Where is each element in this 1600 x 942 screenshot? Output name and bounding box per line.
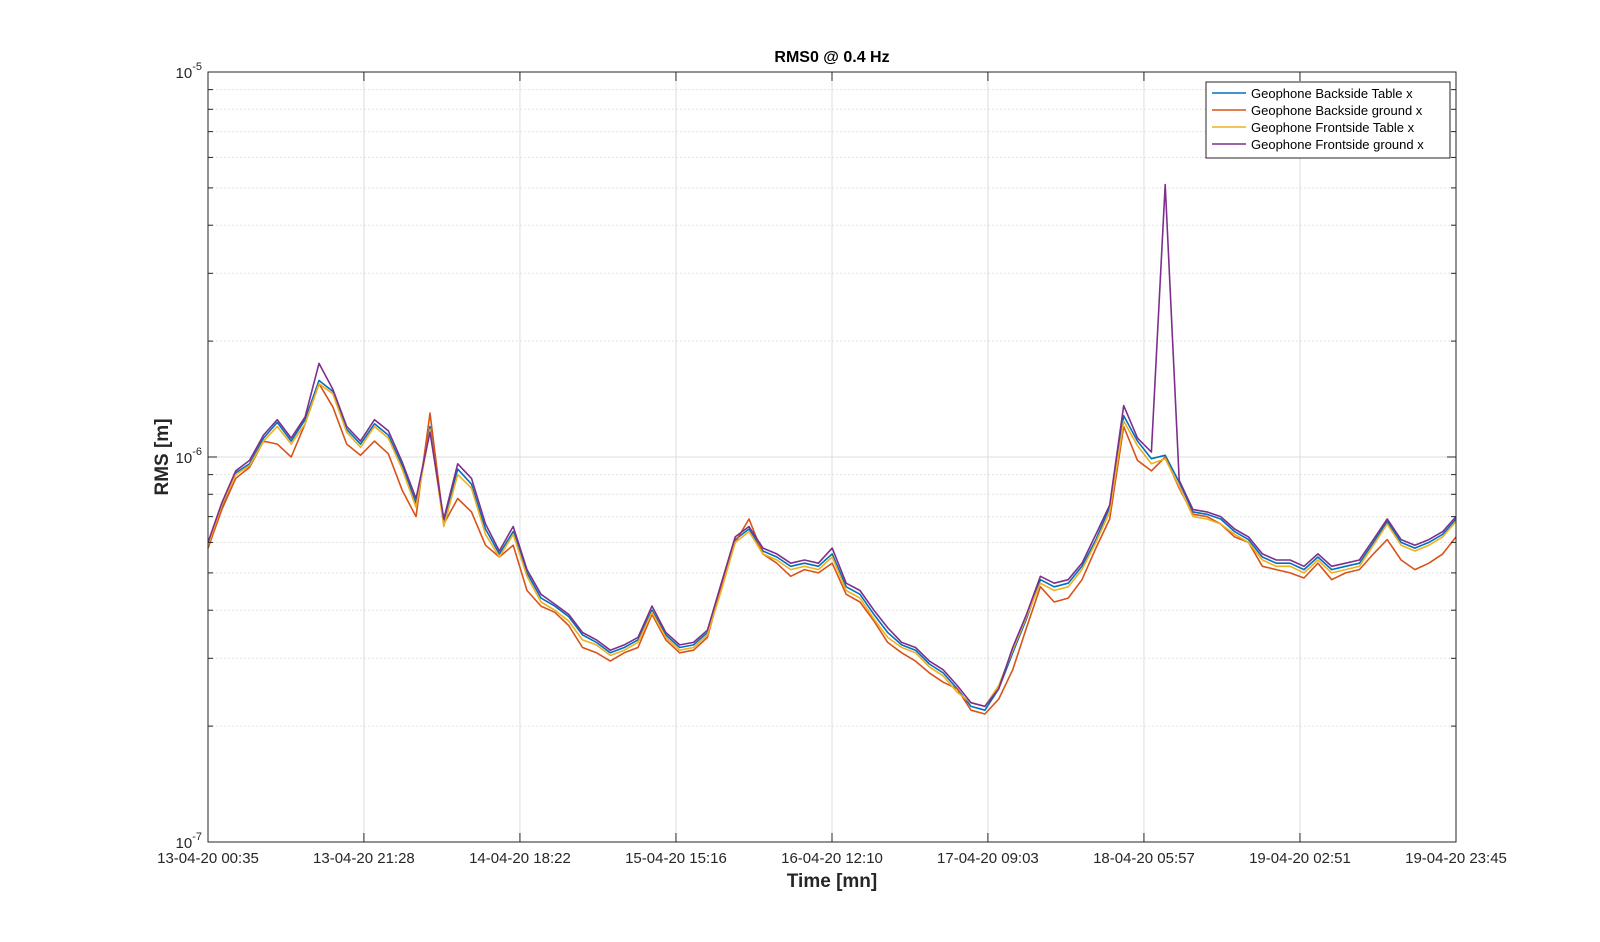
legend-label: Geophone Backside ground x (1251, 103, 1423, 118)
x-tick-label: 15-04-20 15:16 (625, 850, 727, 867)
series-layer (207, 183, 1457, 715)
x-axis-label: Time [mn] (787, 871, 877, 892)
series-line-4 (207, 183, 1457, 708)
legend: Geophone Backside Table x Geophone Backsi… (1205, 81, 1451, 159)
x-tick-label: 18-04-20 05:57 (1093, 850, 1195, 867)
legend-label: Geophone Frontside ground x (1251, 137, 1424, 152)
x-tick-label: 19-04-20 23:45 (1405, 850, 1507, 867)
x-tick-label: 14-04-20 18:22 (469, 850, 571, 867)
y-tick-label: 10-5 (176, 61, 202, 82)
legend-label: Geophone Frontside Table x (1251, 120, 1415, 135)
y-axis-label: RMS [m] (152, 418, 173, 495)
y-tick-label: 10-6 (176, 446, 202, 467)
series-line-3 (207, 382, 1457, 708)
x-tick-label: 13-04-20 21:28 (313, 850, 415, 867)
axis-layer: 10-7 10-6 10-5 13-04-20 00:35 13-04-20 21:28… (157, 61, 1507, 867)
x-tick-label: 19-04-20 02:51 (1249, 850, 1351, 867)
chart-title: RMS0 @ 0.4 Hz (774, 49, 889, 66)
y-tick-label: 10-7 (176, 831, 202, 852)
x-tick-label: 16-04-20 12:10 (781, 850, 883, 867)
x-tick-label: 17-04-20 09:03 (937, 850, 1039, 867)
x-tick-label: 13-04-20 00:35 (157, 850, 259, 867)
legend-label: Geophone Backside Table x (1251, 86, 1413, 101)
legend-box (1205, 81, 1451, 159)
